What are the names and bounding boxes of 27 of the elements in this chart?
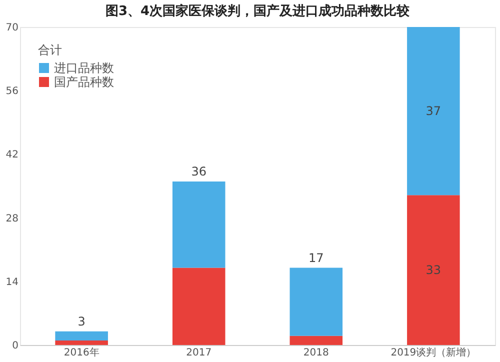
x-tick-label: 2016年 — [64, 346, 100, 358]
data-label: 37 — [426, 104, 442, 118]
legend-label: 进口品种数 — [54, 61, 114, 75]
total-label: 3 — [78, 314, 86, 328]
bar — [172, 268, 226, 345]
bar — [290, 268, 343, 336]
y-tick-label: 70 — [6, 22, 18, 34]
y-tick-label: 0 — [12, 340, 18, 352]
y-tick-label: 42 — [6, 150, 18, 161]
data-label: 33 — [426, 263, 442, 278]
bar — [55, 331, 108, 340]
bar — [172, 181, 226, 268]
y-tick-label: 14 — [6, 276, 18, 288]
x-tick-label: 2018 — [303, 348, 329, 358]
bar — [290, 336, 343, 345]
y-tick-label: 28 — [6, 213, 18, 224]
chart-title: 图3、4次国家医保谈判，国产及进口成功品种数比较 — [105, 3, 411, 19]
bar — [407, 195, 460, 345]
legend-label: 国产品种数 — [54, 75, 114, 89]
bar — [407, 27, 460, 196]
total-label: 17 — [308, 250, 324, 265]
x-tick-label: 2019谈判（新增） — [390, 346, 476, 358]
total-label: 36 — [191, 164, 206, 178]
legend-title: 合计 — [38, 43, 62, 57]
x-tick-label: 2017 — [186, 348, 212, 358]
bar — [55, 340, 108, 345]
y-tick-label: 56 — [6, 86, 18, 98]
